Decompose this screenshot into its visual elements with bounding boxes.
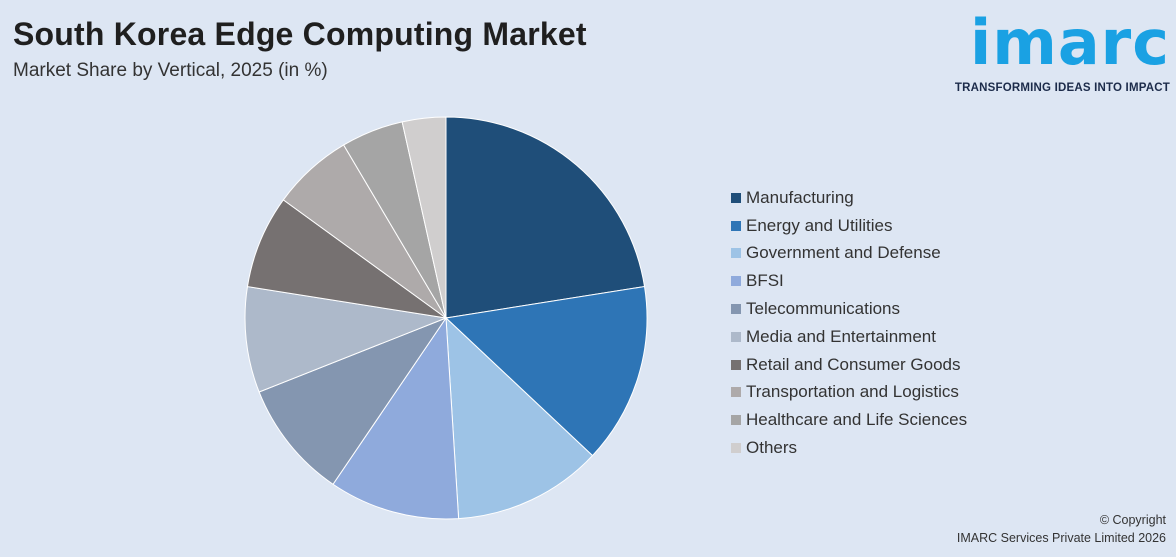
legend-swatch [731, 192, 741, 203]
legend-label: Energy and Utilities [746, 215, 893, 235]
copyright-notice: © Copyright IMARC Services Private Limit… [957, 511, 1166, 547]
pie-slice-media-and-entertainment [244, 285, 448, 393]
legend-label: Others [746, 438, 798, 458]
legend-item-others: Others [731, 434, 967, 462]
legend-swatch [731, 220, 741, 231]
imarc-logo: imarc TRANSFORMING IDEAS INTO IMPACT [940, 6, 1170, 95]
legend-item-bfsi: BFSI [731, 267, 967, 295]
legend-label: Manufacturing [746, 187, 854, 207]
legend-label: Telecommunications [746, 299, 901, 319]
chart-legend: Manufacturing Energy and Utilities Governm… [731, 184, 967, 462]
legend-item-retail-and-consumer-goods: Retail and Consumer Goods [731, 351, 967, 379]
pie-slice-retail-and-consumer-goods [246, 199, 447, 319]
pie-slice-others [401, 116, 447, 319]
legend-swatch [731, 331, 741, 342]
logo-tagline: TRANSFORMING IDEAS INTO IMPACT [954, 82, 1170, 94]
logo-wordmark: imarc [969, 6, 1170, 79]
chart-title: South Korea Edge Computing Market [13, 16, 587, 52]
legend-item-telecommunications: Telecommunications [731, 295, 967, 323]
legend-swatch [731, 359, 741, 370]
legend-swatch [731, 248, 741, 259]
legend-item-media-and-entertainment: Media and Entertainment [731, 323, 967, 351]
pie-slice-government-and-defense [445, 316, 594, 520]
legend-swatch [731, 304, 741, 315]
legend-item-government-and-defense: Government and Defense [731, 240, 967, 268]
legend-item-healthcare-and-life-sciences: Healthcare and Life Sciences [731, 406, 967, 434]
legend-swatch [731, 415, 741, 426]
chart-subtitle: Market Share by Vertical, 2025 (in %) [13, 60, 328, 81]
pie-slice-telecommunications [258, 316, 448, 485]
pie-slice-energy-and-utilities [444, 285, 648, 457]
legend-swatch [731, 443, 741, 454]
legend-label: Transportation and Logistics [746, 382, 959, 402]
legend-label: BFSI [746, 271, 784, 291]
legend-swatch [731, 276, 741, 287]
legend-swatch [731, 387, 741, 398]
copyright-line-2: IMARC Services Private Limited 2026 [956, 531, 1166, 545]
legend-label: Government and Defense [746, 243, 941, 263]
pie-slice-manufacturing [445, 116, 646, 319]
legend-item-transportation-and-logistics: Transportation and Logistics [731, 379, 967, 407]
pie-slice-bfsi [332, 316, 460, 520]
legend-label: Retail and Consumer Goods [746, 354, 961, 374]
legend-item-energy-and-utilities: Energy and Utilities [731, 212, 967, 240]
copyright-line-1: © Copyright [1099, 513, 1166, 527]
legend-label: Media and Entertainment [746, 326, 936, 346]
legend-item-manufacturing: Manufacturing [731, 184, 967, 212]
legend-label: Healthcare and Life Sciences [746, 410, 968, 430]
